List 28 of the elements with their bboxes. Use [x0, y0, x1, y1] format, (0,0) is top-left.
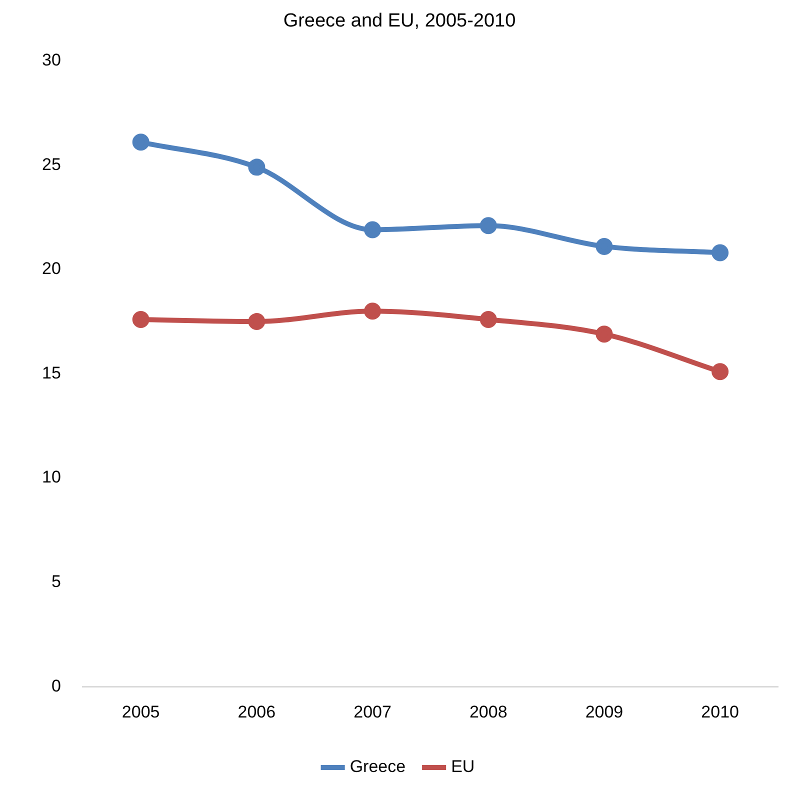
y-tick-label: 20	[42, 259, 61, 278]
point	[712, 244, 729, 262]
y-tick-label: 10	[42, 468, 61, 487]
point	[132, 134, 150, 151]
legend-label: EU	[451, 757, 475, 776]
point	[480, 217, 497, 234]
legend-label: Greece	[350, 757, 406, 776]
point	[712, 363, 729, 380]
y-tick-label: 25	[42, 154, 61, 174]
x-tick-label: 2008	[469, 702, 508, 722]
point	[480, 310, 497, 328]
point	[248, 158, 266, 176]
y-tick-label: 30	[42, 50, 61, 70]
x-tick-label: 2007	[354, 702, 392, 722]
point	[596, 238, 613, 255]
y-tick-label: 0	[51, 676, 61, 696]
x-tick-label: 2005	[122, 702, 160, 722]
point	[248, 313, 266, 330]
point	[364, 302, 382, 320]
point	[364, 221, 382, 238]
chart-title: Greece and EU, 2005-2010	[283, 10, 516, 32]
x-tick-label: 2010	[701, 702, 739, 722]
point	[596, 326, 613, 343]
x-tick-label: 2009	[585, 702, 624, 722]
point	[132, 310, 150, 328]
y-tick-label: 15	[42, 363, 61, 382]
y-tick-label: 5	[51, 572, 61, 591]
x-tick-label: 2006	[238, 702, 276, 722]
